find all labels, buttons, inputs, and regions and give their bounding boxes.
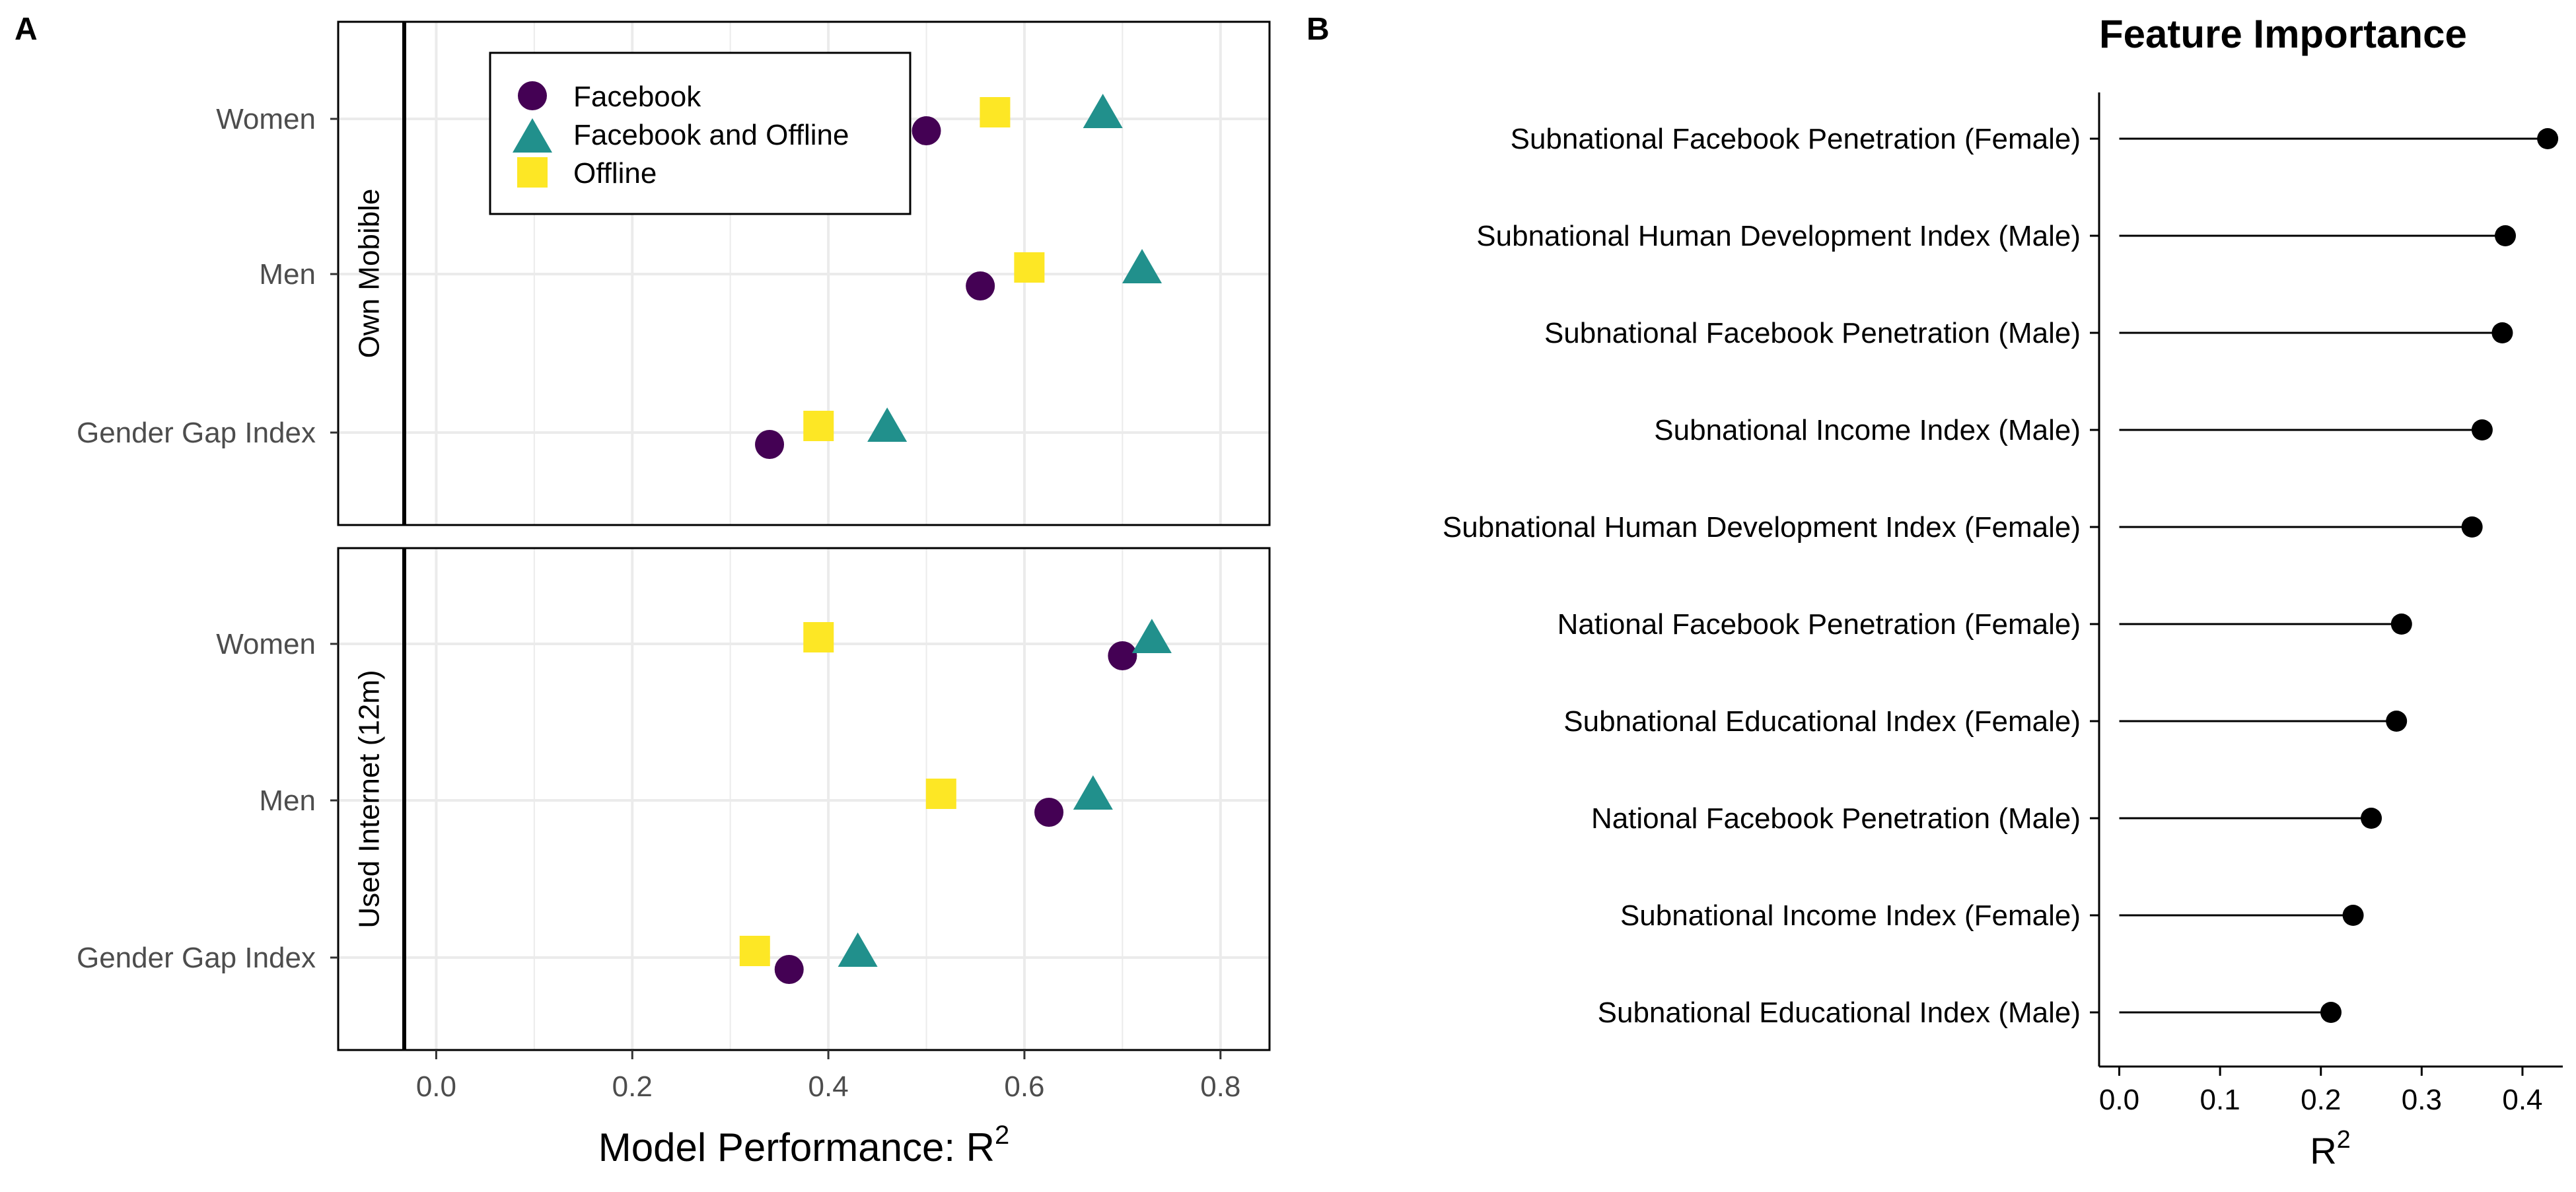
- y-tick-label: Gender Gap Index: [77, 417, 316, 449]
- panel-b-label: B: [1306, 12, 1330, 47]
- y-tick-label: Gender Gap Index: [77, 942, 316, 974]
- y-tick-label: National Facebook Penetration (Male): [1591, 802, 2081, 835]
- data-point: [1108, 641, 1137, 670]
- lollipop-point: [2495, 225, 2517, 246]
- x-tick-label: 0.2: [2301, 1084, 2341, 1116]
- x-axis-label-text: Model Performance: R: [598, 1125, 995, 1170]
- lollipop-point: [2491, 322, 2513, 343]
- data-point: [966, 271, 995, 300]
- legend-label: Facebook: [573, 81, 701, 113]
- data-point: [980, 97, 1011, 127]
- y-tick-label: Subnational Facebook Penetration (Female…: [1511, 123, 2081, 155]
- data-point: [1014, 252, 1045, 283]
- legend-key-triangle: [513, 118, 552, 153]
- legend-label: Facebook and Offline: [573, 119, 849, 151]
- x-tick-label: 0.6: [1004, 1070, 1044, 1103]
- x-tick-label: 0.4: [2502, 1084, 2542, 1116]
- y-tick-label: Women: [216, 628, 316, 660]
- lollipop-point: [2386, 711, 2408, 732]
- x-axis-label-superscript: 2: [2337, 1126, 2351, 1154]
- x-tick-label: 0.0: [416, 1070, 456, 1103]
- y-tick-label: National Facebook Penetration (Female): [1557, 608, 2081, 641]
- facet-border: [337, 547, 1271, 1051]
- data-point: [774, 955, 804, 984]
- facet-2: Used Internet (12m) Women Men Gender Gap In…: [77, 547, 1271, 1051]
- data-point: [1131, 619, 1172, 653]
- data-point: [1073, 775, 1113, 810]
- legend-label: Offline: [573, 157, 657, 190]
- y-tick-label: Women: [216, 103, 316, 135]
- legend-key-circle: [518, 81, 547, 110]
- data-point: [925, 779, 956, 809]
- legend-box: [489, 52, 912, 215]
- y-tick-label: Subnational Educational Index (Female): [1563, 705, 2081, 738]
- x-tick-label: 0.2: [612, 1070, 653, 1103]
- x-axis-label: R2: [2310, 1126, 2351, 1172]
- data-point: [755, 430, 785, 459]
- chart-title: Feature Importance: [2099, 12, 2467, 56]
- data-point: [803, 622, 834, 652]
- panel-a-label: A: [15, 12, 38, 47]
- data-point: [803, 411, 834, 441]
- lollipop-point: [2471, 419, 2493, 440]
- y-tick-label: Subnational Human Development Index (Fem…: [1443, 511, 2081, 543]
- facet-strip-label: Own Mobible: [353, 189, 386, 359]
- data-point: [838, 932, 878, 967]
- data-point: [1034, 798, 1064, 827]
- y-tick-label: Subnational Facebook Penetration (Male): [1544, 317, 2081, 349]
- facet-strip-label: Used Internet (12m): [353, 670, 386, 928]
- x-tick-label: 0.3: [2402, 1084, 2442, 1116]
- data-point: [1122, 249, 1163, 283]
- data-point: [912, 116, 941, 145]
- y-tick-label: Men: [259, 258, 316, 291]
- x-tick-label: 0.4: [808, 1070, 849, 1103]
- y-tick-label: Subnational Income Index (Female): [1620, 899, 2081, 932]
- x-axis-label-superscript: 2: [995, 1121, 1009, 1150]
- legend: Facebook Facebook and Offline Offline: [489, 52, 912, 215]
- y-tick-label: Subnational Educational Index (Male): [1598, 997, 2081, 1029]
- x-axis-label-text: R: [2310, 1130, 2336, 1172]
- y-tick-label: Men: [259, 785, 316, 817]
- lollipop-point: [2461, 516, 2483, 538]
- x-tick-label: 0.1: [2200, 1084, 2240, 1116]
- data-point: [739, 936, 770, 966]
- y-tick-label: Subnational Income Index (Male): [1654, 414, 2081, 446]
- data-point: [867, 407, 908, 442]
- legend-key-square: [517, 157, 548, 188]
- x-tick-label: 0.0: [2099, 1084, 2139, 1116]
- lollipop-point: [2537, 128, 2559, 149]
- x-axis-label: Model Performance: R2: [598, 1121, 1009, 1170]
- x-tick-label: 0.8: [1200, 1070, 1240, 1103]
- lollipop-point: [2361, 808, 2382, 829]
- lollipop-point: [2342, 905, 2364, 926]
- y-tick-label: Subnational Human Development Index (Mal…: [1476, 220, 2081, 252]
- lollipop-point: [2390, 614, 2412, 635]
- lollipop-point: [2320, 1002, 2342, 1023]
- data-point: [1083, 94, 1123, 128]
